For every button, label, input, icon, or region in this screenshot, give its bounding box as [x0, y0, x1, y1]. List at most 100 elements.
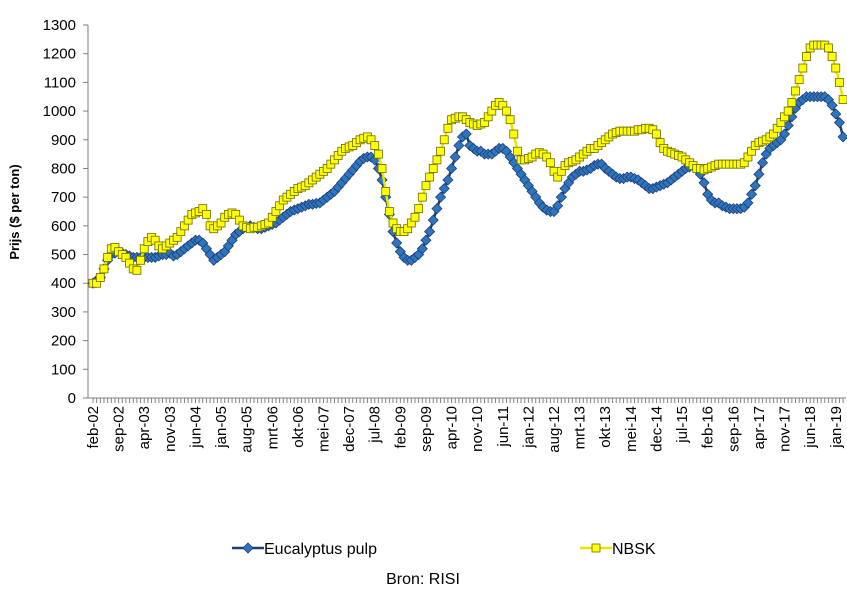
point: [833, 116, 845, 129]
point: [436, 146, 445, 156]
x-tick-label: jun-04: [187, 406, 204, 449]
point: [381, 187, 391, 196]
point: [802, 52, 811, 61]
point: [827, 52, 837, 61]
point: [783, 106, 793, 116]
point: [835, 77, 844, 87]
y-tick-label: 0: [68, 390, 76, 407]
point: [416, 243, 428, 255]
point: [384, 207, 394, 216]
point: [837, 131, 847, 143]
point: [425, 172, 435, 182]
point: [826, 99, 838, 111]
x-tick-label: apr-10: [444, 406, 461, 449]
point: [798, 63, 808, 73]
x-tick-label: nov-10: [469, 406, 486, 452]
point: [757, 157, 769, 169]
x-tick-label: jan-05: [213, 406, 230, 449]
point: [555, 191, 567, 203]
y-tick-label: 800: [51, 160, 76, 177]
x-tick-label: jan-19: [828, 406, 845, 449]
point: [652, 129, 661, 139]
legend-label: NBSK: [612, 541, 656, 558]
y-tick-label: 700: [51, 189, 76, 206]
x-tick-label: okt-06: [290, 406, 307, 448]
point: [136, 255, 145, 265]
point: [787, 98, 797, 107]
y-tick-label: 500: [51, 247, 76, 264]
x-tick-label: mrt-06: [264, 406, 281, 449]
point: [421, 181, 431, 191]
point: [132, 265, 142, 275]
legend-marker: [242, 542, 254, 554]
point: [424, 226, 436, 238]
point: [391, 237, 403, 249]
x-tick-label: feb-02: [85, 406, 102, 449]
point: [502, 106, 511, 116]
legend-label: Eucalyptus pulp: [264, 541, 377, 558]
point: [370, 141, 380, 150]
point: [443, 123, 453, 133]
y-tick-label: 400: [51, 275, 76, 292]
point: [417, 192, 427, 202]
point: [698, 177, 710, 189]
x-tick-label: okt-13: [597, 406, 614, 448]
x-tick-label: jul-08: [367, 406, 384, 444]
y-tick-label: 1000: [43, 103, 76, 120]
point: [442, 174, 454, 186]
y-tick-label: 1300: [43, 17, 76, 34]
y-tick-label: 100: [51, 361, 76, 378]
point: [99, 264, 109, 274]
point: [427, 214, 439, 226]
x-tick-label: feb-16: [700, 406, 717, 449]
point: [830, 108, 842, 120]
point: [838, 95, 847, 104]
point: [794, 75, 804, 84]
point: [791, 86, 800, 96]
point: [95, 273, 105, 282]
point: [431, 203, 443, 215]
y-tick-label: 1200: [43, 46, 76, 63]
point: [460, 128, 472, 140]
point: [749, 180, 761, 192]
x-tick-label: dec-14: [648, 406, 665, 452]
x-tick-label: aug-05: [239, 406, 256, 453]
y-tick-label: 300: [51, 304, 76, 321]
point: [428, 164, 438, 173]
x-tick-label: jun-11: [495, 406, 512, 448]
y-tick-label: 900: [51, 132, 76, 149]
point: [746, 188, 758, 200]
x-tick-label: dec-07: [341, 406, 358, 452]
source: Bron: RISI: [386, 571, 460, 588]
x-tick-label: jan-12: [520, 406, 537, 449]
point: [545, 158, 555, 168]
point: [414, 204, 424, 214]
point: [373, 149, 383, 159]
point: [435, 191, 447, 203]
point: [753, 168, 765, 180]
x-tick-label: nov-03: [162, 406, 179, 452]
point: [831, 63, 841, 73]
y-axis-label: Prijs ($ per ton): [7, 164, 22, 259]
x-tick-label: mrt-13: [572, 406, 589, 449]
y-tick-label: 1100: [44, 74, 76, 91]
point: [432, 155, 442, 165]
point: [505, 115, 515, 125]
legend-marker: [591, 543, 601, 553]
point: [453, 139, 465, 152]
y-tick-label: 200: [51, 333, 76, 350]
x-tick-label: mei-07: [316, 406, 333, 452]
x-tick-label: sep-16: [725, 406, 742, 452]
x-tick-label: apr-03: [136, 406, 153, 449]
point: [552, 200, 564, 212]
x-tick-label: mei-14: [623, 406, 640, 452]
point: [420, 234, 432, 246]
point: [410, 212, 420, 222]
x-tick-label: jun-18: [802, 406, 819, 449]
point: [103, 253, 113, 262]
point: [509, 129, 519, 139]
point: [513, 146, 522, 156]
point: [824, 43, 833, 53]
x-tick-label: apr-17: [751, 406, 768, 449]
